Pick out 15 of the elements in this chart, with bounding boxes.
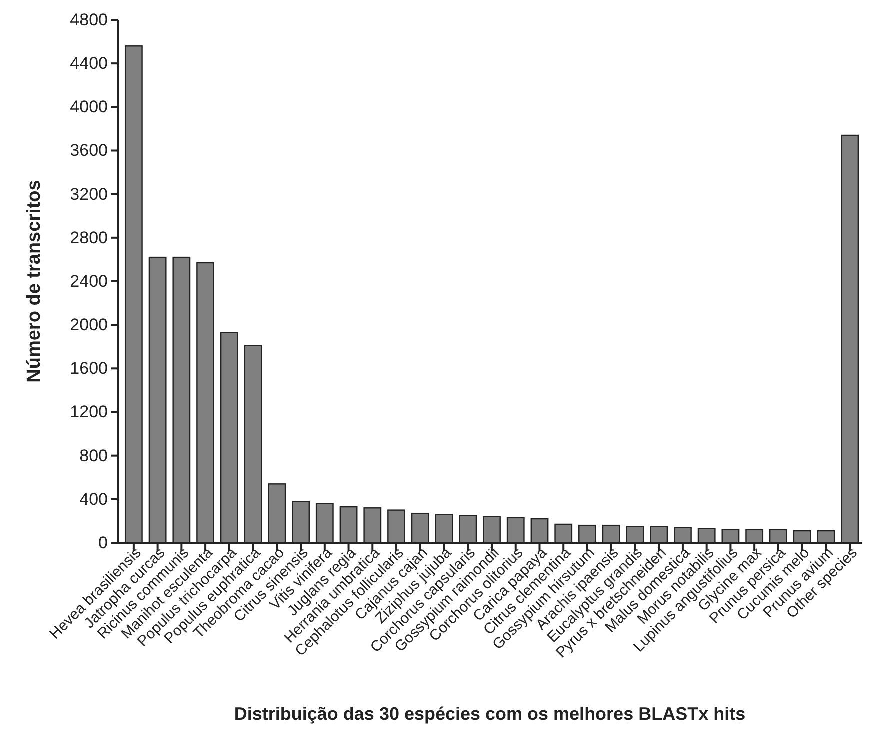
y-tick-label: 2000 [70,316,108,335]
y-tick-label: 800 [80,446,108,466]
x-axis-title: Distribuição das 30 espécies com os melhores BLASTx hits [234,704,746,724]
y-axis-title: Número de transcritos [24,180,45,383]
y-tick-label: 2800 [70,228,108,248]
y-tick-label: 3200 [70,184,108,204]
y-tick-label: 2400 [70,272,108,291]
y-tick-label: 4400 [70,54,108,74]
y-tick-label: 4000 [70,98,108,117]
y-tick-label: 1200 [70,402,108,422]
y-tick-label: 1600 [70,359,108,378]
y-tick-label: 4800 [70,10,108,30]
y-tick-label: 400 [80,490,108,509]
y-tick-label: 0 [98,533,108,552]
y-tick-label: 3600 [70,141,108,160]
